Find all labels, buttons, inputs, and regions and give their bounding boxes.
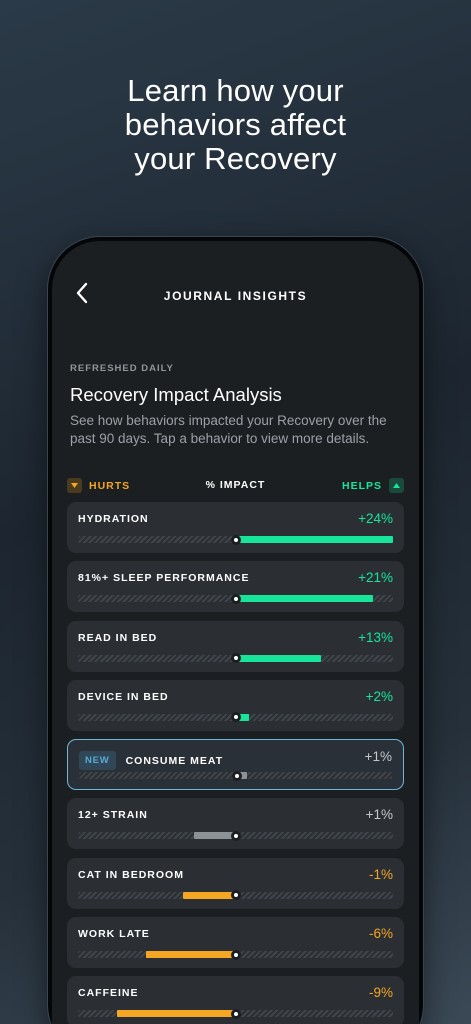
behavior-name: HYDRATION	[78, 513, 149, 525]
legend-hurts: HURTS	[67, 478, 130, 493]
behavior-impact-value: -6%	[368, 926, 393, 942]
impact-track	[78, 1008, 393, 1019]
impact-track	[78, 712, 393, 723]
behavior-row[interactable]: 12+ STRAIN +1%	[67, 798, 404, 850]
headline-line-2: behaviors affect	[124, 107, 347, 142]
impact-track	[78, 890, 393, 901]
behavior-impact-value: +21%	[358, 570, 393, 586]
behavior-label: CAT IN BEDROOM	[78, 869, 184, 881]
behavior-name: 81%+ SLEEP PERFORMANCE	[78, 572, 250, 585]
behavior-row[interactable]: WORK LATE -6%	[67, 917, 404, 969]
behavior-label: DEVICE IN BED	[78, 691, 169, 703]
phone-screen: JOURNAL INSIGHTS REFRESHED DAILY Recover…	[52, 241, 419, 1024]
behavior-name: WORK LATE	[78, 928, 150, 941]
behavior-label: READ IN BED	[78, 632, 157, 644]
impact-bar	[235, 654, 321, 662]
zero-marker	[230, 890, 241, 901]
behavior-label: CAFFEINE	[78, 987, 139, 999]
section-title: Recovery Impact Analysis	[70, 384, 282, 405]
behavior-row[interactable]: READ IN BED +13%	[67, 620, 404, 672]
behavior-name: CAFFEINE	[78, 987, 139, 1000]
headline-line-3: your Recovery	[134, 141, 337, 176]
zero-marker	[230, 949, 241, 960]
behavior-impact-value: +1%	[364, 749, 392, 765]
triangle-down-icon	[67, 478, 82, 493]
legend-helps: HELPS	[342, 478, 404, 493]
impact-track	[78, 534, 393, 545]
zero-marker	[230, 593, 241, 604]
behavior-label: 81%+ SLEEP PERFORMANCE	[78, 572, 249, 584]
legend-impact-label: % IMPACT	[205, 479, 266, 491]
headline: Learn how your behaviors affect your Rec…	[0, 74, 471, 176]
zero-marker	[230, 1008, 241, 1019]
behavior-row[interactable]: HYDRATION +24%	[67, 502, 404, 553]
phone-frame: JOURNAL INSIGHTS REFRESHED DAILY Recover…	[48, 237, 423, 1024]
behavior-impact-value: -1%	[368, 866, 393, 882]
triangle-up-icon	[389, 478, 404, 493]
zero-marker	[230, 534, 241, 545]
behavior-row[interactable]: CAT IN BEDROOM -1%	[67, 857, 404, 909]
behavior-impact-value: +24%	[358, 511, 393, 526]
behavior-name: READ IN BED	[78, 631, 158, 644]
nav-bar: JOURNAL INSIGHTS	[52, 273, 419, 313]
behavior-impact-value: -9%	[368, 985, 393, 1001]
behavior-impact-value: +13%	[358, 629, 393, 645]
impact-bar	[235, 713, 249, 721]
impact-legend: HURTS % IMPACT HELPS	[67, 478, 404, 494]
behavior-label: WORK LATE	[78, 928, 150, 940]
impact-bar	[193, 832, 236, 840]
zero-marker	[231, 770, 242, 781]
zero-marker	[230, 653, 241, 664]
behavior-row[interactable]: NEW CONSUME MEAT +1%	[67, 739, 404, 791]
impact-track	[78, 593, 393, 604]
impact-track	[78, 830, 393, 841]
impact-bar	[235, 536, 393, 543]
behavior-name: DEVICE IN BED	[78, 690, 169, 703]
legend-hurts-label: HURTS	[89, 479, 131, 492]
behavior-label: NEW CONSUME MEAT	[79, 751, 224, 771]
impact-bar	[117, 1010, 236, 1018]
behavior-row[interactable]: CAFFEINE -9%	[67, 976, 404, 1024]
impact-track	[79, 770, 392, 781]
impact-bar	[146, 951, 236, 959]
behavior-label: HYDRATION	[78, 513, 149, 525]
behavior-impact-value: +2%	[365, 688, 393, 704]
behavior-list: HYDRATION +24% 81%+ SLEEP PERFORMANCE +21% R…	[67, 502, 404, 1024]
refreshed-label: REFRESHED DAILY	[70, 363, 174, 374]
impact-bar	[236, 772, 247, 780]
behavior-label: 12+ STRAIN	[78, 809, 148, 821]
impact-bar	[235, 595, 374, 603]
behavior-impact-value: +1%	[365, 807, 393, 823]
behavior-name: CAT IN BEDROOM	[78, 868, 184, 881]
impact-track	[78, 653, 393, 664]
headline-line-1: Learn how your	[127, 73, 344, 108]
chevron-left-icon	[76, 282, 88, 304]
zero-marker	[230, 712, 241, 723]
zero-marker	[230, 830, 241, 841]
behavior-name: 12+ STRAIN	[78, 809, 148, 822]
section-description: See how behaviors impacted your Recovery…	[70, 413, 387, 446]
behavior-row[interactable]: DEVICE IN BED +2%	[67, 679, 404, 731]
impact-bar	[183, 891, 236, 899]
back-button[interactable]	[70, 281, 94, 305]
behavior-name: CONSUME MEAT	[125, 754, 224, 767]
impact-track	[78, 949, 393, 960]
new-badge: NEW	[79, 751, 116, 771]
behavior-row[interactable]: 81%+ SLEEP PERFORMANCE +21%	[67, 561, 404, 613]
legend-helps-label: HELPS	[341, 479, 382, 492]
nav-title: JOURNAL INSIGHTS	[163, 289, 308, 303]
